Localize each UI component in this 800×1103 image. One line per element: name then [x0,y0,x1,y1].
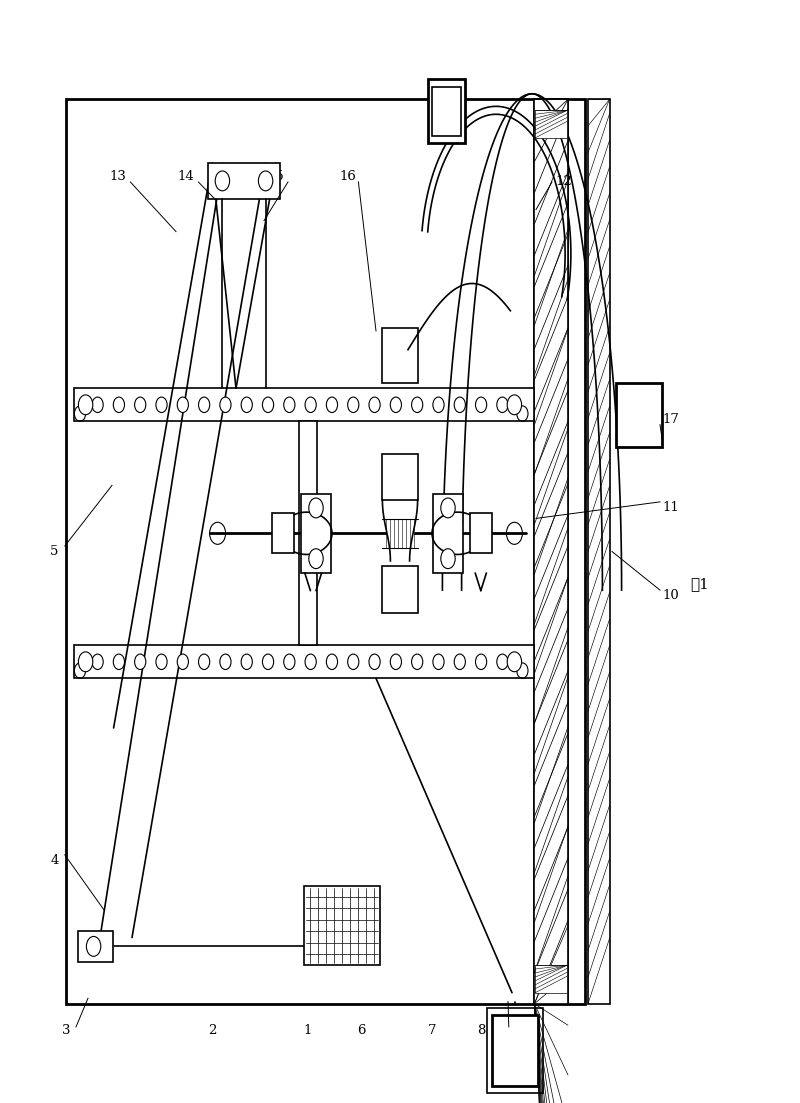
Circle shape [390,654,402,670]
Circle shape [114,397,125,413]
Bar [432,87,461,136]
Circle shape [258,171,273,191]
Text: 2: 2 [208,1024,216,1037]
Text: 7: 7 [428,1024,436,1037]
Text: 4: 4 [50,854,58,867]
Circle shape [454,397,466,413]
Circle shape [305,654,316,670]
Circle shape [220,397,231,413]
Circle shape [86,936,101,956]
Circle shape [441,499,455,518]
Polygon shape [382,567,418,613]
Circle shape [92,397,103,413]
Bar [299,421,317,645]
Circle shape [220,654,231,670]
Circle shape [305,397,316,413]
Circle shape [348,397,359,413]
Circle shape [475,654,486,670]
Bar [304,886,380,965]
Circle shape [156,654,167,670]
Circle shape [178,654,189,670]
Bar [78,931,113,962]
Bar [535,965,567,993]
Circle shape [198,654,210,670]
Bar [470,514,492,554]
Circle shape [507,652,522,672]
Bar [382,567,418,613]
Bar [74,388,534,421]
Circle shape [433,397,444,413]
Text: 16: 16 [339,170,357,183]
Circle shape [284,654,295,670]
Text: 6: 6 [358,1024,366,1037]
Bar [428,79,465,143]
Circle shape [441,548,455,569]
Circle shape [475,397,486,413]
Text: 图1: 图1 [690,578,710,591]
Text: 17: 17 [662,413,679,426]
Bar [66,99,585,1004]
Bar [433,494,463,574]
Text: 14: 14 [178,170,194,183]
Bar [301,494,331,574]
Polygon shape [382,454,418,501]
Circle shape [369,654,380,670]
Circle shape [348,654,359,670]
Text: 9: 9 [511,1024,519,1037]
Circle shape [326,397,338,413]
Circle shape [497,654,508,670]
Circle shape [156,397,167,413]
Circle shape [241,397,252,413]
Bar [534,99,568,1004]
Circle shape [215,171,230,191]
Circle shape [411,397,422,413]
Text: 3: 3 [62,1024,70,1037]
Bar [382,328,418,383]
Circle shape [309,499,323,518]
Circle shape [114,654,125,670]
Text: 11: 11 [662,501,678,514]
Circle shape [284,397,295,413]
Circle shape [78,395,93,415]
Bar [534,99,568,1004]
Text: 15: 15 [268,170,284,183]
Bar [272,514,294,554]
Circle shape [262,397,274,413]
Text: 5: 5 [50,545,58,558]
Circle shape [326,654,338,670]
Circle shape [134,397,146,413]
Circle shape [241,654,252,670]
Circle shape [497,397,508,413]
Text: 8: 8 [478,1024,486,1037]
Text: 1: 1 [304,1024,312,1037]
Circle shape [178,397,189,413]
Bar [535,110,567,138]
Circle shape [369,397,380,413]
Circle shape [390,397,402,413]
Circle shape [78,652,93,672]
Bar [616,383,662,447]
Circle shape [198,397,210,413]
Bar [588,99,610,1004]
Bar [74,645,534,678]
Text: 12: 12 [556,175,572,189]
Bar [492,1015,538,1086]
Circle shape [433,654,444,670]
Circle shape [507,395,522,415]
Circle shape [411,654,422,670]
Circle shape [309,548,323,569]
Bar [208,163,280,199]
Circle shape [92,654,103,670]
Circle shape [134,654,146,670]
Bar [487,1008,543,1093]
Circle shape [262,654,274,670]
Text: 13: 13 [109,170,126,183]
Circle shape [454,654,466,670]
Text: 10: 10 [662,589,678,602]
Bar [382,454,418,501]
